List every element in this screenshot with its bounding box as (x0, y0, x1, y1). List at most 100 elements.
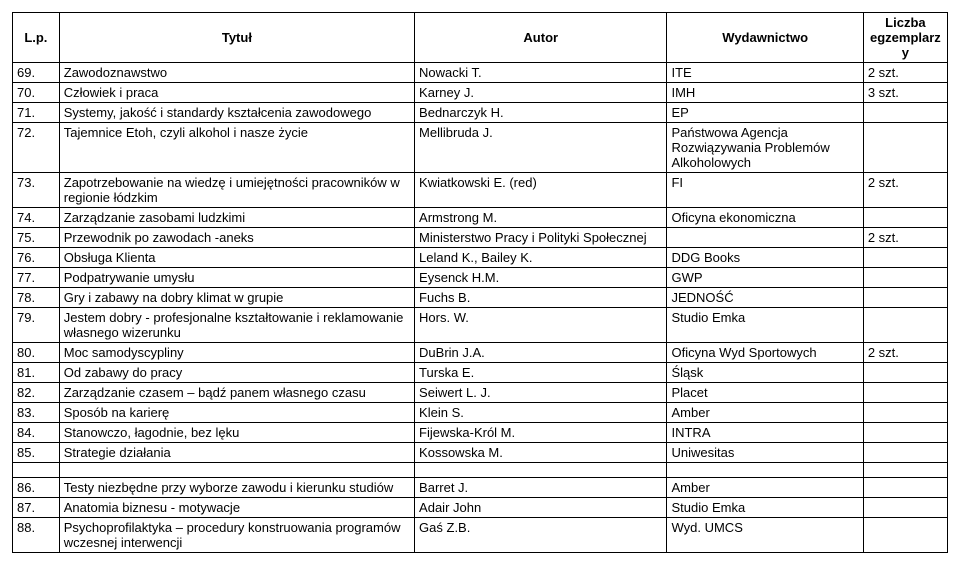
cell-tytul: Anatomia biznesu - motywacje (59, 498, 414, 518)
col-autor: Autor (415, 13, 667, 63)
cell-tytul: Zarządzanie zasobami ludzkimi (59, 208, 414, 228)
cell-tytul: Systemy, jakość i standardy kształcenia … (59, 103, 414, 123)
cell-wyd: Uniwesitas (667, 443, 863, 463)
cell-autor: Gaś Z.B. (415, 518, 667, 553)
cell-autor: Klein S. (415, 403, 667, 423)
cell-egz: 2 szt. (863, 63, 947, 83)
col-tytul: Tytuł (59, 13, 414, 63)
cell-tytul: Strategie działania (59, 443, 414, 463)
cell-tytul: Zawodoznawstwo (59, 63, 414, 83)
cell-wyd: IMH (667, 83, 863, 103)
cell-egz: 2 szt. (863, 173, 947, 208)
cell-tytul: Przewodnik po zawodach -aneks (59, 228, 414, 248)
cell-autor: Karney J. (415, 83, 667, 103)
table-body-1: 69.ZawodoznawstwoNowacki T.ITE2 szt.70.C… (13, 63, 948, 463)
cell-wyd (667, 228, 863, 248)
cell-tytul: Człowiek i praca (59, 83, 414, 103)
cell-lp: 87. (13, 498, 60, 518)
cell-wyd: Śląsk (667, 363, 863, 383)
cell-tytul: Zapotrzebowanie na wiedzę i umiejętności… (59, 173, 414, 208)
cell-egz (863, 363, 947, 383)
table-row: 78.Gry i zabawy na dobry klimat w grupie… (13, 288, 948, 308)
cell-wyd: Placet (667, 383, 863, 403)
cell-autor: Fijewska-Król M. (415, 423, 667, 443)
table-row: 80.Moc samodyscyplinyDuBrin J.A.Oficyna … (13, 343, 948, 363)
cell-autor: Ministerstwo Pracy i Polityki Społecznej (415, 228, 667, 248)
cell-autor: Mellibruda J. (415, 123, 667, 173)
cell-wyd: FI (667, 173, 863, 208)
table-gap (13, 463, 948, 478)
cell-egz: 2 szt. (863, 343, 947, 363)
cell-wyd: Oficyna Wyd Sportowych (667, 343, 863, 363)
cell-egz (863, 498, 947, 518)
table-header: L.p. Tytuł Autor Wydawnictwo Liczba egze… (13, 13, 948, 63)
cell-autor: Barret J. (415, 478, 667, 498)
cell-egz: 2 szt. (863, 228, 947, 248)
cell-lp: 88. (13, 518, 60, 553)
table-row: 69.ZawodoznawstwoNowacki T.ITE2 szt. (13, 63, 948, 83)
cell-autor: Fuchs B. (415, 288, 667, 308)
cell-tytul: Moc samodyscypliny (59, 343, 414, 363)
table-row: 83.Sposób na karieręKlein S.Amber (13, 403, 948, 423)
cell-lp: 71. (13, 103, 60, 123)
cell-egz (863, 123, 947, 173)
cell-autor: Adair John (415, 498, 667, 518)
cell-wyd: ITE (667, 63, 863, 83)
cell-autor: Turska E. (415, 363, 667, 383)
cell-tytul: Podpatrywanie umysłu (59, 268, 414, 288)
cell-lp: 75. (13, 228, 60, 248)
col-wydawnictwo: Wydawnictwo (667, 13, 863, 63)
col-lp: L.p. (13, 13, 60, 63)
cell-egz (863, 288, 947, 308)
cell-autor: DuBrin J.A. (415, 343, 667, 363)
cell-wyd: DDG Books (667, 248, 863, 268)
cell-egz (863, 423, 947, 443)
cell-lp: 77. (13, 268, 60, 288)
cell-autor: Kossowska M. (415, 443, 667, 463)
cell-lp: 76. (13, 248, 60, 268)
cell-wyd: Studio Emka (667, 308, 863, 343)
cell-lp: 79. (13, 308, 60, 343)
cell-tytul: Sposób na karierę (59, 403, 414, 423)
cell-egz (863, 103, 947, 123)
col-egzemplarzy: Liczba egzemplarzy (863, 13, 947, 63)
cell-egz (863, 518, 947, 553)
table-row: 81.Od zabawy do pracyTurska E.Śląsk (13, 363, 948, 383)
cell-autor: Hors. W. (415, 308, 667, 343)
cell-wyd: Wyd. UMCS (667, 518, 863, 553)
table-row: 72.Tajemnice Etoh, czyli alkohol i nasze… (13, 123, 948, 173)
cell-autor: Nowacki T. (415, 63, 667, 83)
table-row: 86.Testy niezbędne przy wyborze zawodu i… (13, 478, 948, 498)
cell-lp: 85. (13, 443, 60, 463)
table-row: 77.Podpatrywanie umysłuEysenck H.M.GWP (13, 268, 948, 288)
cell-lp: 83. (13, 403, 60, 423)
table-row: 88.Psychoprofilaktyka – procedury konstr… (13, 518, 948, 553)
cell-tytul: Od zabawy do pracy (59, 363, 414, 383)
cell-lp: 70. (13, 83, 60, 103)
table-row: 74.Zarządzanie zasobami ludzkimiArmstron… (13, 208, 948, 228)
cell-wyd: INTRA (667, 423, 863, 443)
cell-egz (863, 308, 947, 343)
cell-lp: 69. (13, 63, 60, 83)
cell-egz (863, 403, 947, 423)
books-table: L.p. Tytuł Autor Wydawnictwo Liczba egze… (12, 12, 948, 553)
cell-autor: Eysenck H.M. (415, 268, 667, 288)
cell-lp: 80. (13, 343, 60, 363)
cell-egz (863, 443, 947, 463)
cell-egz: 3 szt. (863, 83, 947, 103)
cell-tytul: Jestem dobry - profesjonalne kształtowan… (59, 308, 414, 343)
cell-egz (863, 478, 947, 498)
cell-wyd: GWP (667, 268, 863, 288)
cell-lp: 73. (13, 173, 60, 208)
cell-wyd: Państwowa Agencja Rozwiązywania Problemó… (667, 123, 863, 173)
cell-tytul: Zarządzanie czasem – bądź panem własnego… (59, 383, 414, 403)
table-row: 84.Stanowczo, łagodnie, bez lękuFijewska… (13, 423, 948, 443)
cell-wyd: Oficyna ekonomiczna (667, 208, 863, 228)
cell-tytul: Psychoprofilaktyka – procedury konstruow… (59, 518, 414, 553)
table-row: 76.Obsługa KlientaLeland K., Bailey K.DD… (13, 248, 948, 268)
cell-lp: 86. (13, 478, 60, 498)
cell-autor: Armstrong M. (415, 208, 667, 228)
cell-wyd: Studio Emka (667, 498, 863, 518)
cell-wyd: Amber (667, 478, 863, 498)
cell-tytul: Tajemnice Etoh, czyli alkohol i nasze ży… (59, 123, 414, 173)
